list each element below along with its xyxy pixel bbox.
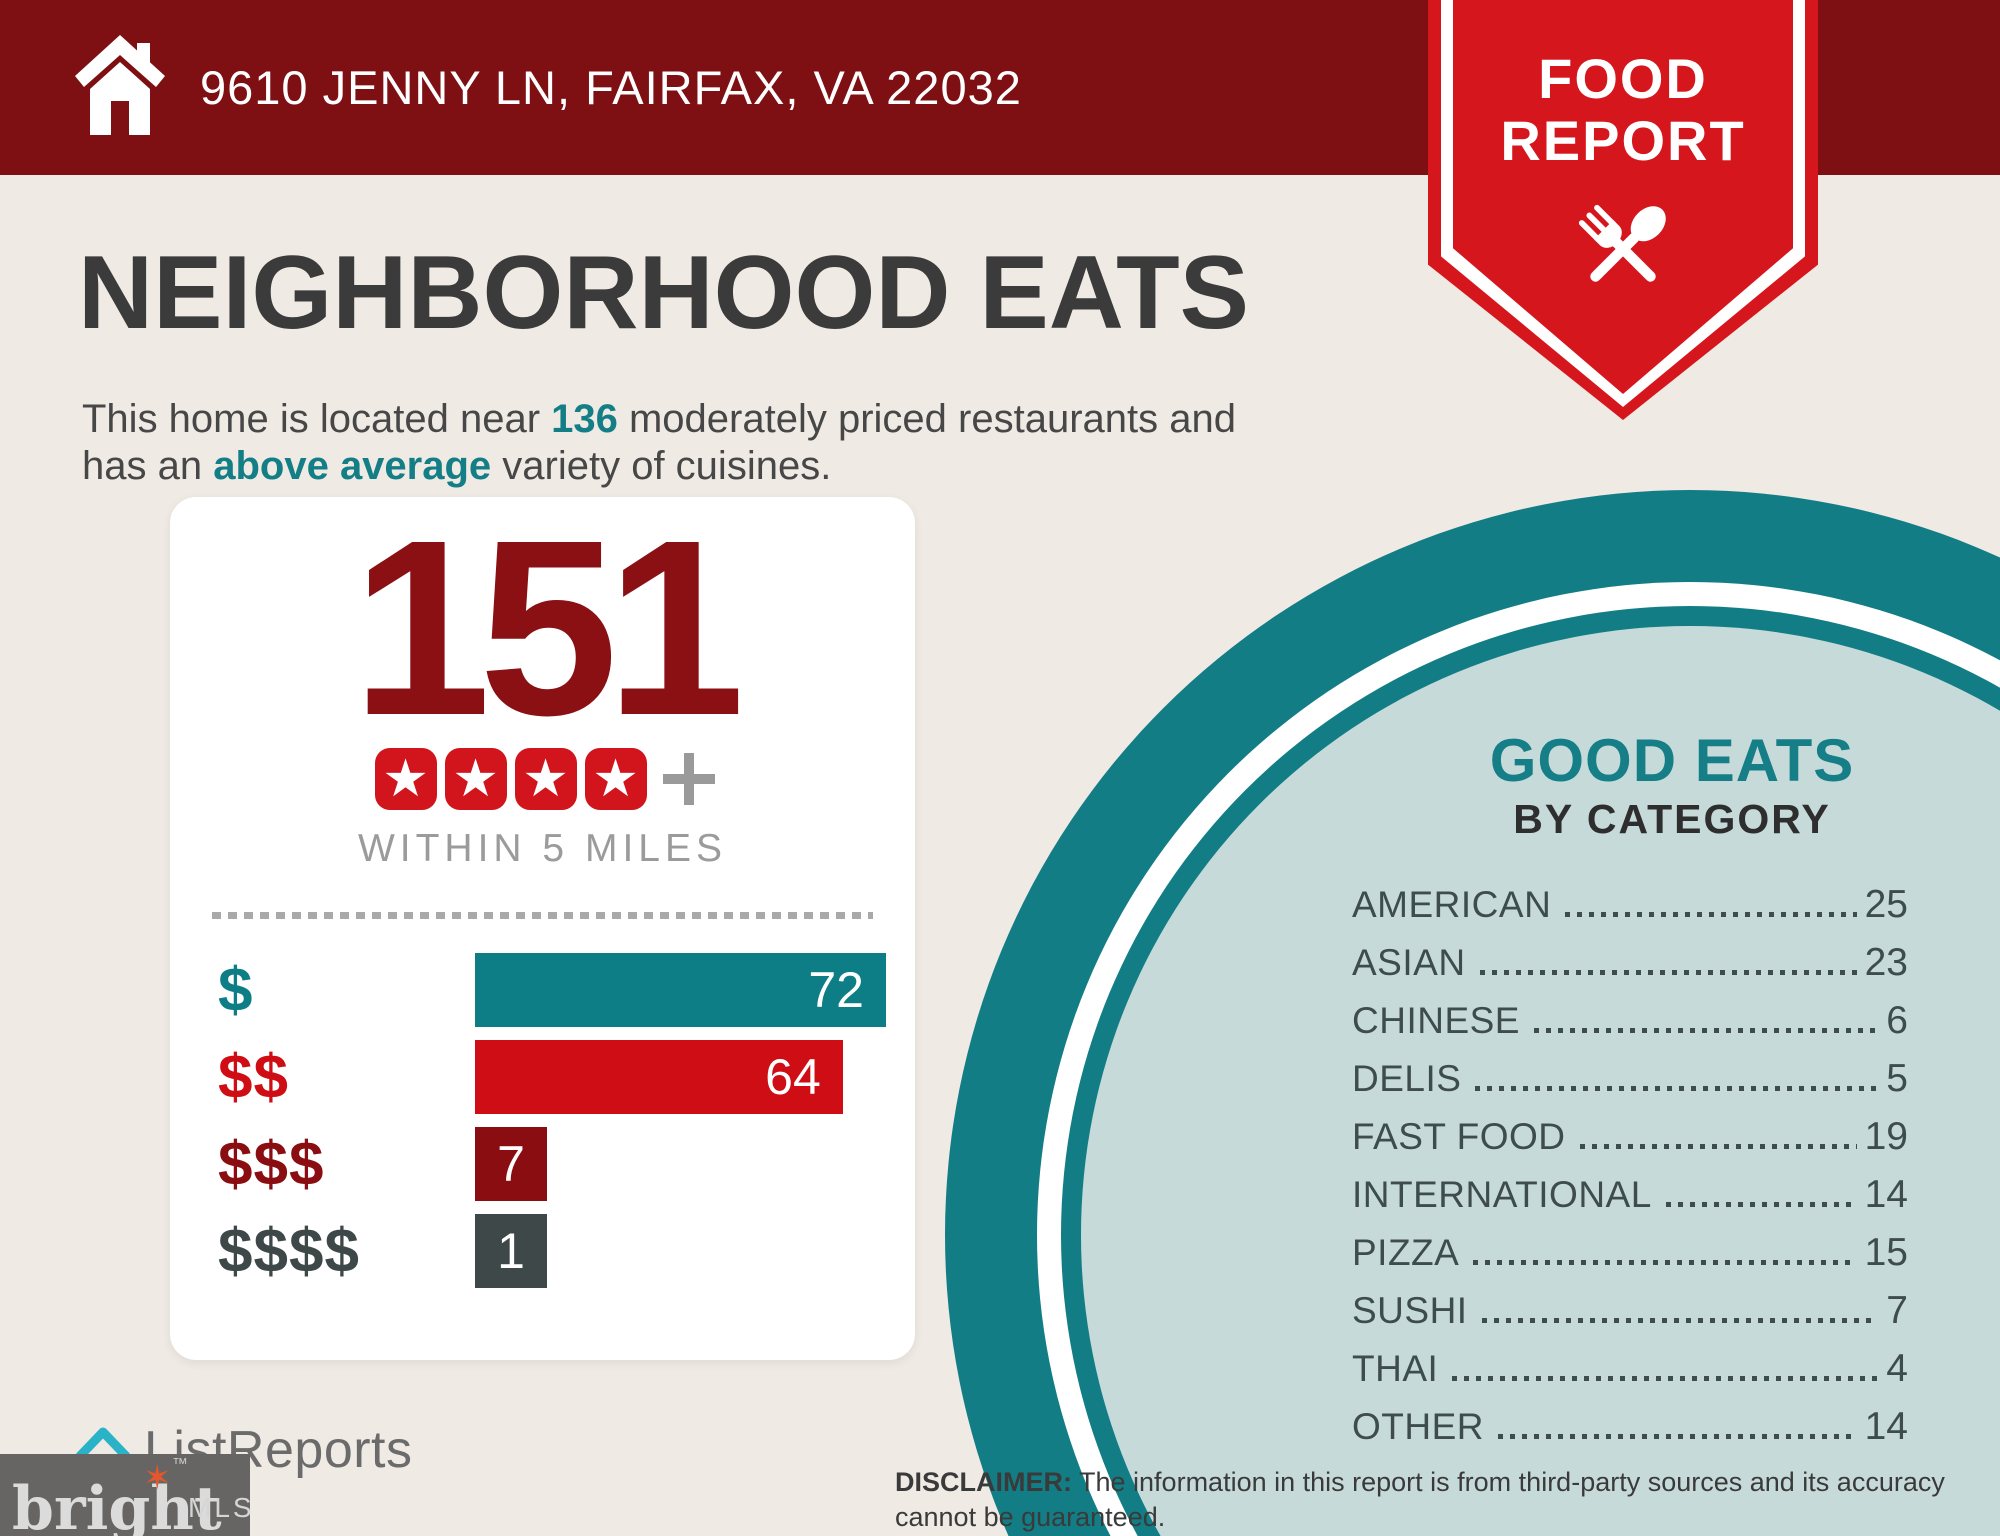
intro-text: variety of cuisines.	[491, 444, 832, 489]
price-tier-bar: 72	[475, 953, 886, 1027]
category-row: THAI 4	[1352, 1332, 1908, 1390]
category-row: INTERNATIONAL 14	[1352, 1158, 1908, 1216]
price-tier-row: $$$ 7	[218, 1127, 887, 1201]
category-label: FAST FOOD	[1352, 1116, 1566, 1158]
spoon-fork-icon	[1578, 204, 1666, 282]
category-label: THAI	[1352, 1348, 1439, 1390]
price-tier-label: $$	[218, 1042, 289, 1112]
category-row: SUSHI 7	[1352, 1274, 1908, 1332]
star-rating: ★ ★ ★ ★	[170, 748, 915, 810]
four-point-star-icon: ✶	[143, 1459, 172, 1497]
food-report-ribbon: FOOD REPORT	[1428, 0, 1818, 420]
dotted-leader	[1565, 912, 1857, 917]
home-icon	[75, 35, 165, 135]
disclaimer-text: DISCLAIMER: The information in this repo…	[895, 1465, 1960, 1535]
dotted-leader	[1665, 1202, 1857, 1207]
price-tier-bar: 1	[475, 1214, 547, 1288]
price-tier-bar-chart: $72 $$ 64 $$$ 7 $$$$ 1	[218, 953, 887, 1301]
dotted-leader	[1481, 1318, 1879, 1323]
trademark-symbol: ™	[172, 1456, 188, 1473]
property-address: 9610 JENNY LN, FAIRFAX, VA 22032	[200, 61, 1022, 114]
price-tier-row: $72	[218, 953, 887, 1027]
category-label: INTERNATIONAL	[1352, 1174, 1652, 1216]
category-count: 19	[1864, 1115, 1908, 1159]
category-row: PIZZA 15	[1352, 1216, 1908, 1274]
star-icon: ★	[514, 748, 577, 810]
category-row: ASIAN 23	[1352, 926, 1908, 984]
category-count: 6	[1886, 999, 1908, 1043]
ribbon-title-line1: FOOD	[1538, 47, 1708, 110]
restaurant-count: 151	[351, 488, 745, 767]
category-row: AMERICAN 25	[1352, 868, 1908, 926]
category-row: FAST FOOD 19	[1352, 1100, 1908, 1158]
bright-mls-logo: bright ✶ ™ MLS	[0, 1454, 252, 1536]
category-count: 14	[1864, 1173, 1908, 1217]
intro-paragraph: This home is located near 136 moderately…	[82, 396, 1422, 490]
category-count: 15	[1864, 1231, 1908, 1275]
category-label: AMERICAN	[1352, 884, 1552, 926]
bright-wordmark: bright	[12, 1474, 222, 1536]
page-title: NEIGHBORHOOD EATS	[78, 235, 1250, 351]
house-chevron-icon	[75, 1427, 131, 1460]
price-tier-label: $$$	[218, 1129, 325, 1199]
disclaimer-label: DISCLAIMER:	[895, 1467, 1072, 1497]
price-tier-label: $$$$	[218, 1216, 360, 1286]
intro-accent-text: above average	[213, 444, 492, 489]
category-count: 25	[1864, 883, 1908, 927]
price-tier-bar: 64	[475, 1040, 843, 1114]
category-row: DELIS 5	[1352, 1042, 1908, 1100]
intro-text: moderately priced restaurants and	[617, 397, 1236, 441]
category-count: 23	[1864, 941, 1908, 985]
dotted-leader	[1479, 970, 1857, 975]
intro-text: This home is located near	[82, 397, 552, 441]
category-label: SUSHI	[1352, 1290, 1468, 1332]
dashed-divider	[212, 912, 873, 919]
price-tier-row: $$ 64	[218, 1040, 887, 1114]
good-eats-category-list: AMERICAN 25 ASIAN 23 CHINESE 6 DELIS 5 FAST FOOD…	[1352, 868, 1908, 1448]
dotted-leader	[1475, 1086, 1879, 1091]
good-eats-title: GOOD EATS	[1489, 727, 1855, 794]
dotted-leader	[1533, 1028, 1879, 1033]
category-row: CHINESE 6	[1352, 984, 1908, 1042]
dotted-leader	[1579, 1144, 1857, 1149]
category-count: 14	[1864, 1405, 1908, 1449]
star-icon: ★	[444, 748, 507, 810]
dotted-leader	[1452, 1376, 1879, 1381]
radius-label: WITHIN 5 MILES	[357, 827, 728, 870]
category-row: OTHER 14	[1352, 1390, 1908, 1448]
intro-text: has an	[82, 444, 214, 489]
star-icon: ★	[374, 748, 437, 810]
ribbon-title-line2: REPORT	[1500, 109, 1746, 172]
price-tier-bar: 7	[475, 1127, 547, 1201]
dotted-leader	[1473, 1260, 1857, 1265]
mls-wordmark: MLS	[188, 1492, 255, 1523]
category-label: PIZZA	[1352, 1232, 1460, 1274]
price-tier-row: $$$$ 1	[218, 1214, 887, 1288]
category-label: CHINESE	[1352, 1000, 1520, 1042]
category-count: 7	[1886, 1289, 1908, 1333]
listreports-logo: ListReports	[74, 1420, 413, 1480]
plus-icon	[662, 753, 715, 805]
intro-accent-text: 136	[551, 397, 618, 441]
good-eats-subtitle: BY CATEGORY	[1513, 796, 1831, 842]
disclaimer-body: The information in this report is from t…	[895, 1467, 1945, 1533]
category-label: DELIS	[1352, 1058, 1462, 1100]
price-tier-label: $	[218, 955, 254, 1025]
category-count: 5	[1886, 1057, 1908, 1101]
category-label: OTHER	[1352, 1406, 1484, 1448]
dotted-leader	[1498, 1434, 1857, 1439]
restaurant-summary-card: 151 ★ ★ ★ ★ WITHIN 5 MILES $72 $$ 64 $$$ 7 $$$$ 1	[170, 497, 915, 1360]
star-icon: ★	[584, 748, 647, 810]
category-label: ASIAN	[1352, 942, 1466, 984]
category-count: 4	[1886, 1347, 1908, 1391]
